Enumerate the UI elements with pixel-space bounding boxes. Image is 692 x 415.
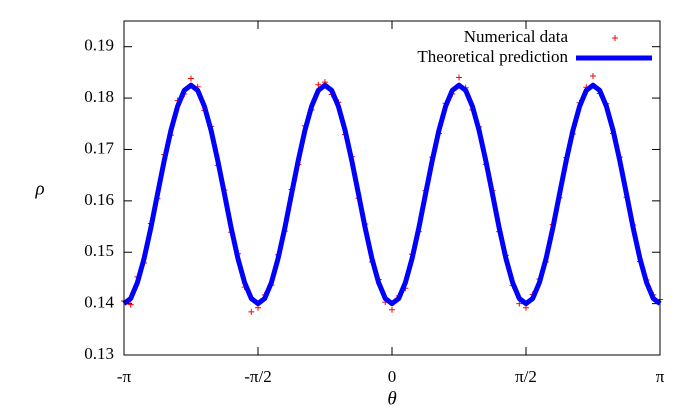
data-point (315, 81, 322, 88)
y-tick-label: 0.13 (84, 344, 114, 363)
y-axis-label: ρ (34, 178, 44, 199)
x-axis-label: θ (387, 388, 396, 409)
x-tick-label: -π/2 (244, 367, 271, 386)
plot-frame (123, 20, 661, 356)
legend-label: Theoretical prediction (417, 47, 568, 66)
y-tick-label: 0.16 (84, 190, 114, 209)
x-tick-label: π (656, 367, 665, 386)
line (122, 82, 662, 307)
data-point (188, 75, 194, 82)
legend-marker (612, 35, 618, 41)
y-tick-label: 0.18 (84, 87, 114, 106)
x-tick-label: -π (117, 367, 132, 386)
y-tick-label: 0.19 (84, 36, 114, 55)
data-point (456, 74, 462, 81)
y-tick-label: 0.14 (84, 293, 114, 312)
y-tick-label: 0.17 (84, 138, 114, 157)
data-point (389, 306, 395, 313)
y-tick-label: 0.15 (84, 241, 114, 260)
legend-label: Numerical data (464, 27, 569, 46)
data-point (127, 301, 134, 308)
data-point (590, 72, 596, 79)
x-tick-label: 0 (388, 367, 397, 386)
data-point (248, 308, 255, 315)
x-tick-label: π/2 (515, 367, 537, 386)
